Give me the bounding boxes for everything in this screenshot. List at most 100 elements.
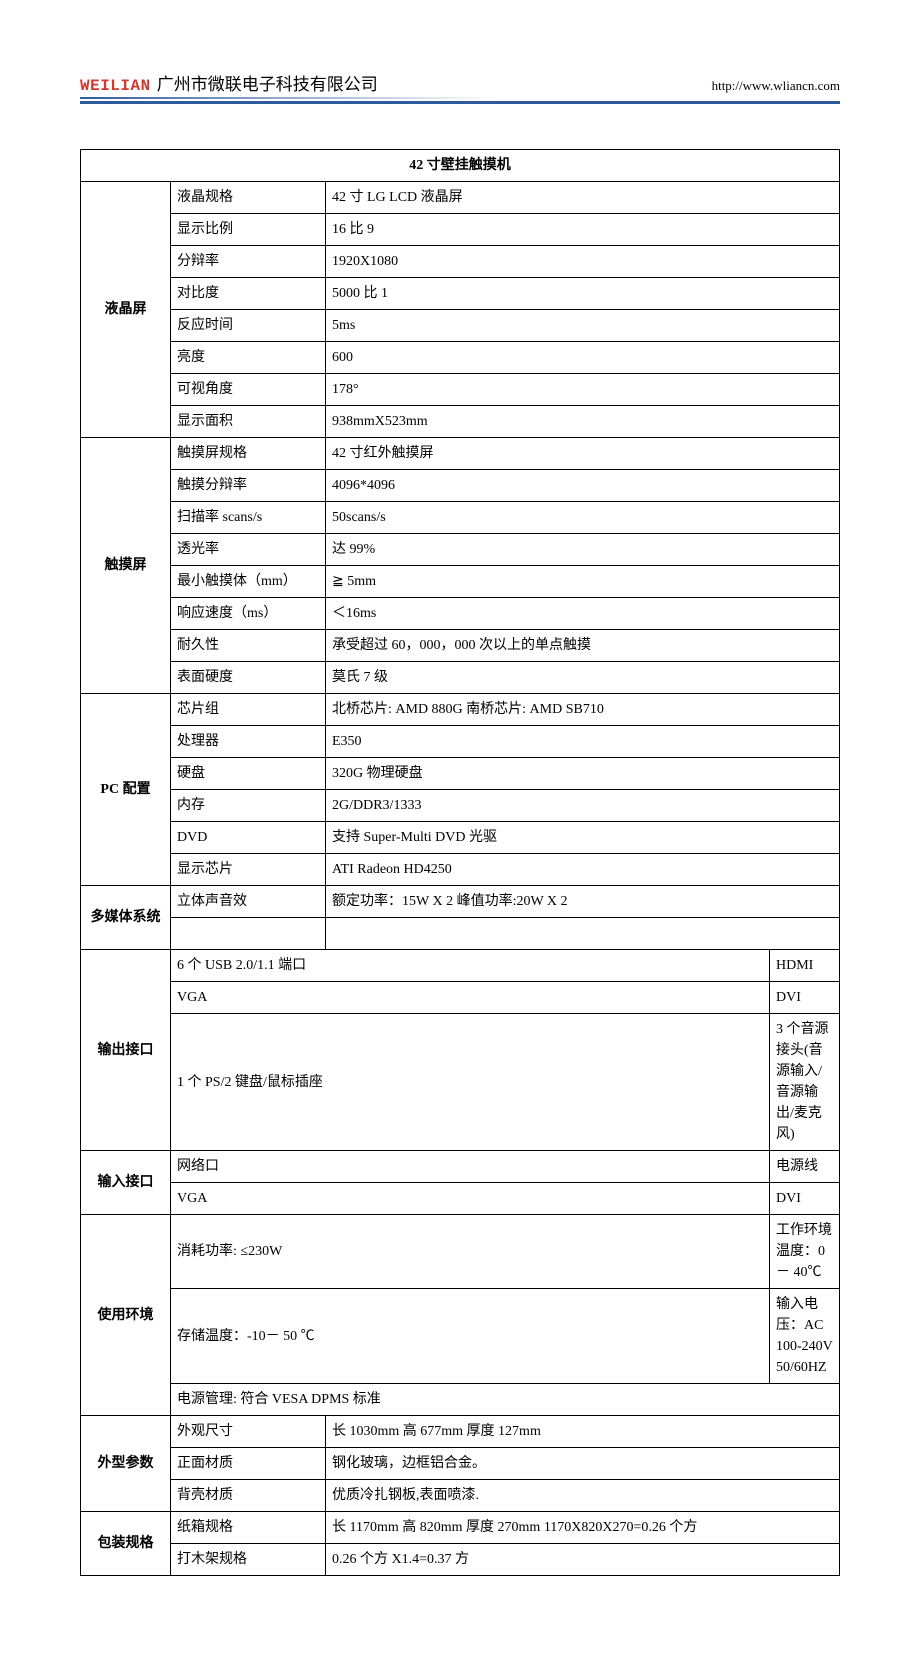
table-row: 包装规格 纸箱规格 长 1170mm 高 820mm 厚度 270mm 1170… bbox=[81, 1512, 840, 1544]
table-row: 使用环境 消耗功率: ≤230W 工作环境温度：0－ 40℃ bbox=[81, 1215, 840, 1289]
spec-value: HDMI bbox=[770, 950, 840, 982]
spec-value: 50scans/s bbox=[326, 502, 840, 534]
spec-value: 42 寸 LG LCD 液晶屏 bbox=[326, 182, 840, 214]
category-output: 输出接口 bbox=[81, 950, 171, 1151]
category-packaging: 包装规格 bbox=[81, 1512, 171, 1576]
document-page: WEILIAN 广州市微联电子科技有限公司 http://www.wliancn… bbox=[0, 0, 920, 1656]
spec-value: DVI bbox=[770, 982, 840, 1014]
table-row: 表面硬度莫氏 7 级 bbox=[81, 662, 840, 694]
table-row: 外型参数 外观尺寸 长 1030mm 高 677mm 厚度 127mm bbox=[81, 1416, 840, 1448]
table-row: VGADVI bbox=[81, 1183, 840, 1215]
table-row: 亮度600 bbox=[81, 342, 840, 374]
table-row: VGADVI bbox=[81, 982, 840, 1014]
spec-value: 938mmX523mm bbox=[326, 406, 840, 438]
category-lcd: 液晶屏 bbox=[81, 182, 171, 438]
spec-label: 显示芯片 bbox=[171, 854, 326, 886]
spec-label: 反应时间 bbox=[171, 310, 326, 342]
spec-value: 320G 物理硬盘 bbox=[326, 758, 840, 790]
table-row: 打木架规格0.26 个方 X1.4=0.37 方 bbox=[81, 1544, 840, 1576]
spec-value: 电源管理: 符合 VESA DPMS 标准 bbox=[171, 1384, 840, 1416]
spec-value: 600 bbox=[326, 342, 840, 374]
spec-value: 5000 比 1 bbox=[326, 278, 840, 310]
spec-label: 硬盘 bbox=[171, 758, 326, 790]
table-row: 电源管理: 符合 VESA DPMS 标准 bbox=[81, 1384, 840, 1416]
table-row: 液晶屏 液晶规格 42 寸 LG LCD 液晶屏 bbox=[81, 182, 840, 214]
spec-label: 最小触摸体（mm） bbox=[171, 566, 326, 598]
spec-label: 显示面积 bbox=[171, 406, 326, 438]
category-exterior: 外型参数 bbox=[81, 1416, 171, 1512]
spec-value: 0.26 个方 X1.4=0.37 方 bbox=[326, 1544, 840, 1576]
spec-value: ≧ 5mm bbox=[326, 566, 840, 598]
spec-value: 优质冷扎钢板,表面喷漆. bbox=[326, 1480, 840, 1512]
spec-value: 电源线 bbox=[770, 1151, 840, 1183]
page-header: WEILIAN 广州市微联电子科技有限公司 http://www.wliancn… bbox=[80, 70, 840, 104]
spec-label: 亮度 bbox=[171, 342, 326, 374]
spec-value: 钢化玻璃，边框铝合金。 bbox=[326, 1448, 840, 1480]
spec-value: 额定功率：15W X 2 峰值功率:20W X 2 bbox=[326, 886, 840, 918]
spec-label: 可视角度 bbox=[171, 374, 326, 406]
spec-value: DVI bbox=[770, 1183, 840, 1215]
brand-english: WEILIAN bbox=[80, 77, 151, 95]
brand-chinese: 广州市微联电子科技有限公司 bbox=[157, 70, 378, 95]
spec-table: 42 寸壁挂触摸机 液晶屏 液晶规格 42 寸 LG LCD 液晶屏 显示比例1… bbox=[80, 149, 840, 1576]
spec-value: 长 1170mm 高 820mm 厚度 270mm 1170X820X270=0… bbox=[326, 1512, 840, 1544]
spec-label: 透光率 bbox=[171, 534, 326, 566]
spec-label: 耐久性 bbox=[171, 630, 326, 662]
spec-value: ATI Radeon HD4250 bbox=[326, 854, 840, 886]
spec-value: 消耗功率: ≤230W bbox=[171, 1215, 770, 1289]
spec-value: 5ms bbox=[326, 310, 840, 342]
spec-label: DVD bbox=[171, 822, 326, 854]
table-row: 1 个 PS/2 键盘/鼠标插座3 个音源接头(音源输入/音源输出/麦克风) bbox=[81, 1014, 840, 1151]
spec-label: 打木架规格 bbox=[171, 1544, 326, 1576]
spec-label: 触摸分辩率 bbox=[171, 470, 326, 502]
table-row: 触摸屏 触摸屏规格 42 寸红外触摸屏 bbox=[81, 438, 840, 470]
spec-value: 3 个音源接头(音源输入/音源输出/麦克风) bbox=[770, 1014, 840, 1151]
table-row: 最小触摸体（mm）≧ 5mm bbox=[81, 566, 840, 598]
table-title-row: 42 寸壁挂触摸机 bbox=[81, 150, 840, 182]
table-row: 显示比例16 比 9 bbox=[81, 214, 840, 246]
spec-label: 立体声音效 bbox=[171, 886, 326, 918]
spec-value: 长 1030mm 高 677mm 厚度 127mm bbox=[326, 1416, 840, 1448]
header-url: http://www.wliancn.com bbox=[712, 78, 840, 94]
header-inner: WEILIAN 广州市微联电子科技有限公司 http://www.wliancn… bbox=[80, 70, 840, 95]
spec-label: 外观尺寸 bbox=[171, 1416, 326, 1448]
category-pc: PC 配置 bbox=[81, 694, 171, 886]
table-title: 42 寸壁挂触摸机 bbox=[81, 150, 840, 182]
category-input: 输入接口 bbox=[81, 1151, 171, 1215]
spec-value: 工作环境温度：0－ 40℃ bbox=[770, 1215, 840, 1289]
spec-label: 扫描率 scans/s bbox=[171, 502, 326, 534]
spec-label: 响应速度（ms） bbox=[171, 598, 326, 630]
table-row: 反应时间5ms bbox=[81, 310, 840, 342]
spec-value: ＜16ms bbox=[326, 598, 840, 630]
table-row: DVD支持 Super-Multi DVD 光驱 bbox=[81, 822, 840, 854]
spec-value: VGA bbox=[171, 982, 770, 1014]
spec-label: 正面材质 bbox=[171, 1448, 326, 1480]
table-row: 硬盘320G 物理硬盘 bbox=[81, 758, 840, 790]
table-row: 耐久性承受超过 60，000，000 次以上的单点触摸 bbox=[81, 630, 840, 662]
spec-value: 网络口 bbox=[171, 1151, 770, 1183]
spec-value: 输入电压：AC 100-240V 50/60HZ bbox=[770, 1289, 840, 1384]
table-row: 存储温度：-10－ 50 ℃输入电压：AC 100-240V 50/60HZ bbox=[81, 1289, 840, 1384]
category-env: 使用环境 bbox=[81, 1215, 171, 1416]
spec-value: 6 个 USB 2.0/1.1 端口 bbox=[171, 950, 770, 982]
spec-label: 芯片组 bbox=[171, 694, 326, 726]
spec-value: 42 寸红外触摸屏 bbox=[326, 438, 840, 470]
table-row: 分辩率1920X1080 bbox=[81, 246, 840, 278]
table-row: 扫描率 scans/s50scans/s bbox=[81, 502, 840, 534]
spec-label: 对比度 bbox=[171, 278, 326, 310]
spec-label: 纸箱规格 bbox=[171, 1512, 326, 1544]
category-media: 多媒体系统 bbox=[81, 886, 171, 950]
table-row: PC 配置 芯片组 北桥芯片: AMD 880G 南桥芯片: AMD SB710 bbox=[81, 694, 840, 726]
table-row: 对比度5000 比 1 bbox=[81, 278, 840, 310]
spec-value: 2G/DDR3/1333 bbox=[326, 790, 840, 822]
spec-label: 触摸屏规格 bbox=[171, 438, 326, 470]
table-row: 背壳材质优质冷扎钢板,表面喷漆. bbox=[81, 1480, 840, 1512]
spec-value: 存储温度：-10－ 50 ℃ bbox=[171, 1289, 770, 1384]
brand-block: WEILIAN 广州市微联电子科技有限公司 bbox=[80, 70, 378, 95]
spec-label-empty bbox=[171, 918, 326, 950]
table-row: 显示面积938mmX523mm bbox=[81, 406, 840, 438]
spec-label: 分辩率 bbox=[171, 246, 326, 278]
spec-value: 1920X1080 bbox=[326, 246, 840, 278]
spec-label: 显示比例 bbox=[171, 214, 326, 246]
spec-value: 支持 Super-Multi DVD 光驱 bbox=[326, 822, 840, 854]
